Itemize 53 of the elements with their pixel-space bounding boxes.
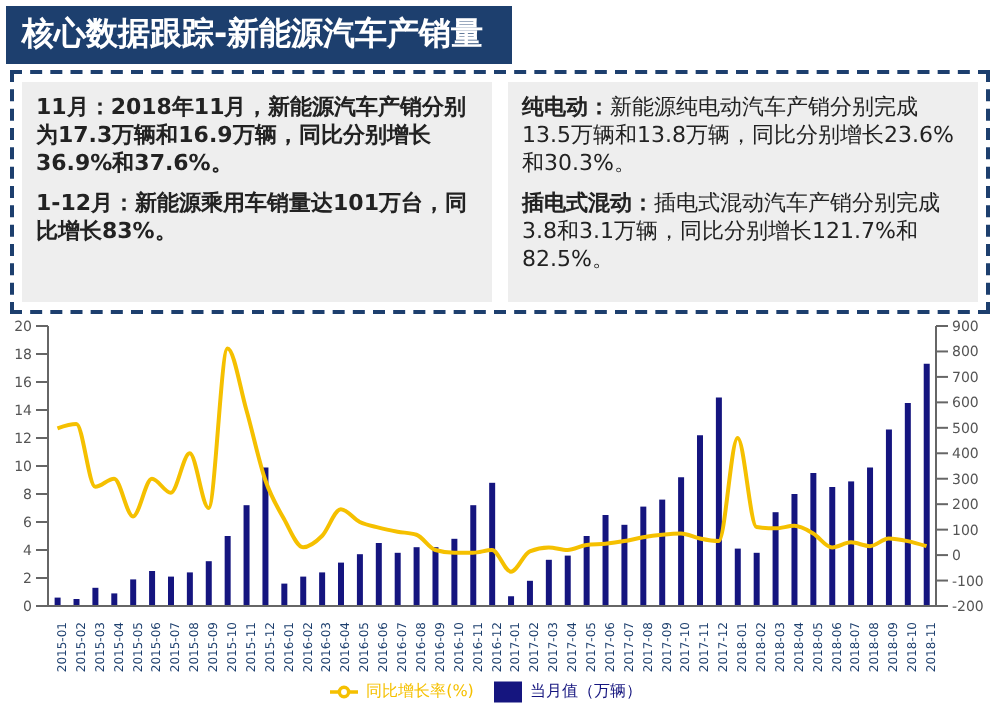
bar	[375, 543, 382, 606]
bar	[621, 524, 628, 606]
bar	[545, 559, 552, 606]
bar	[111, 593, 118, 606]
bar	[432, 547, 439, 606]
bar	[489, 482, 496, 606]
bar	[262, 467, 269, 606]
bar	[356, 554, 363, 606]
bar	[167, 576, 174, 606]
bar	[281, 583, 288, 606]
bar	[470, 505, 477, 606]
bar	[92, 587, 99, 606]
bar	[526, 580, 533, 606]
bar	[583, 536, 590, 606]
bar	[205, 561, 212, 606]
bar	[904, 403, 911, 606]
bar	[451, 538, 458, 606]
bar	[734, 548, 741, 606]
bar	[186, 572, 193, 606]
bar	[640, 506, 647, 606]
bar	[243, 505, 250, 606]
bar	[130, 579, 137, 606]
bar	[848, 481, 855, 606]
bar	[564, 555, 571, 606]
bar	[715, 397, 722, 606]
bar	[923, 363, 930, 606]
text: 1-12月：新能源乘用车销量达101万台，同比增长83%。	[36, 190, 469, 246]
bar	[791, 494, 798, 606]
bar	[319, 572, 326, 606]
bar	[829, 487, 836, 606]
bar	[885, 429, 892, 606]
bar	[300, 576, 307, 606]
bar	[602, 515, 609, 606]
bar	[338, 562, 345, 606]
text: 11月：2018年11月，新能源汽车产销分别为17.3万辆和16.9万辆，同比分别增长36.9%和37.6%。	[36, 94, 469, 178]
legend-label: 当月值（万辆）	[529, 682, 642, 701]
bar	[508, 596, 515, 606]
chart-title: 核心数据跟踪-新能源汽车产销量	[6, 6, 512, 64]
legend-label: 同比增长率(%)	[366, 682, 474, 701]
bar	[224, 536, 231, 606]
bar	[772, 512, 779, 606]
bar	[697, 435, 703, 606]
bar	[659, 499, 666, 606]
bar	[753, 552, 760, 606]
bar	[867, 467, 874, 606]
bar	[149, 571, 156, 606]
bar	[394, 552, 401, 606]
text: 插电式混动：插电式混动汽车产销分别完成3.8和3.1万辆，同比分别增长121.7%和82.5%。	[522, 190, 942, 274]
bar	[413, 547, 420, 606]
bar	[810, 473, 817, 606]
bar	[678, 477, 685, 606]
text: 纯电动：新能源纯电动汽车产销分别完成13.5万辆和13.8万辆，同比分别增长23.6%和30.3%。	[522, 94, 956, 178]
line-series	[55, 346, 929, 574]
